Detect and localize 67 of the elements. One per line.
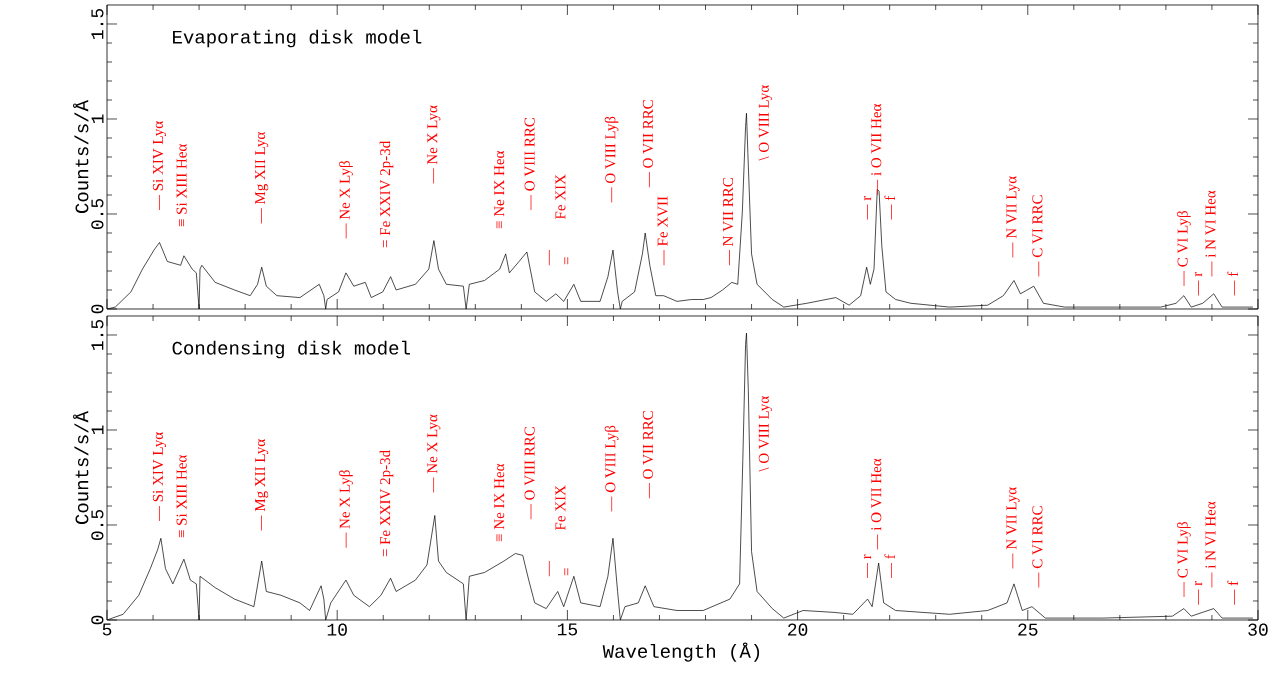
annotation: — O VII RRC (642, 411, 654, 499)
annotation: ≡ Si XIII Heα (176, 144, 187, 227)
annotation: — f (1227, 580, 1238, 605)
annotation: — O VIII Lyβ (604, 425, 619, 512)
annotation: — r (864, 195, 872, 220)
x-tick-label: 25 (1018, 623, 1038, 636)
y-tick-label: 1 (91, 114, 104, 124)
annotation: — O VIII RRC (524, 117, 535, 211)
y-tick-label: 0.5 (91, 198, 104, 230)
annotation: — C VI Lyβ (1176, 211, 1191, 287)
annotation: — N VII Lyα (1006, 487, 1020, 569)
annotation: — Ne X Lyα (427, 105, 441, 184)
annotation: — N VII RRC (722, 178, 734, 266)
annotation: — Si XIV Lyα (152, 432, 167, 522)
x-tick-label: 5 (102, 623, 112, 636)
annotation: Fe XIX (555, 174, 566, 220)
annotation: — r (1195, 580, 1203, 605)
annotation: ≡ Ne IX Heα (494, 150, 505, 229)
annotation: — (548, 249, 550, 266)
x-tick-label: 15 (557, 623, 578, 636)
annotation: = (564, 257, 569, 265)
y-tick-label: 0 (91, 615, 104, 625)
annotation: = Fe XXIV 2p-3d (379, 450, 394, 557)
annotation: — O VII RRC (642, 100, 654, 188)
annotation: — i N VI Heα (1205, 501, 1216, 588)
annotation: ≡ Si XIII Heα (176, 455, 187, 538)
x-tick-label: 20 (788, 623, 808, 636)
annotation: — O VIII RRC (524, 427, 535, 520)
annotation: = Fe XXIV 2p-3d (379, 141, 394, 248)
annotation: — O VIII Lyβ (604, 116, 619, 203)
annotation: — C VI RRC (1032, 506, 1043, 588)
annotation: Fe XIX (555, 485, 566, 531)
annotation: — Ne X Lyβ (339, 470, 353, 548)
annotation: — Mg XII Lyα (255, 439, 269, 531)
annotation: — N VII Lyα (1006, 176, 1020, 258)
annotation: — Mg XII Lyα (255, 132, 269, 224)
annotation: — Ne X Lyβ (339, 161, 353, 239)
annotation: — i N VI Heα (1205, 190, 1216, 277)
annotation: — Fe XVII (657, 196, 668, 266)
annotation: — f (1227, 271, 1238, 296)
y-tick-label: 0.5 (91, 509, 104, 541)
annotation: — C VI Lyβ (1176, 522, 1191, 598)
y-tick-label: 1 (91, 425, 104, 435)
annotation: ≡ Ne IX Heα (494, 463, 505, 542)
x-tick-label: 30 (1248, 623, 1268, 636)
annotation: — C VI RRC (1032, 195, 1043, 277)
annotation: — Ne X Lyα (427, 414, 441, 493)
x-tick-label: 10 (327, 623, 347, 636)
y-tick-label: 1.5 (91, 319, 104, 350)
annotation: = (564, 568, 569, 576)
y-axis-title: Counts/s/Å (73, 411, 89, 524)
annotation: — f (884, 195, 895, 220)
annotation: — (548, 560, 550, 577)
annotation: \ O VIII Lyα (758, 85, 772, 161)
annotation: — r (1195, 271, 1203, 296)
annotation: — r (864, 554, 872, 579)
y-axis-title: Counts/s/Å (73, 100, 89, 213)
annotation: — f (884, 554, 895, 579)
annotation: — i O VII Heα (871, 103, 882, 195)
text: Condensing disk model (172, 340, 410, 359)
annotation: — Si XIV Lyα (152, 121, 167, 211)
y-tick-label: 1.5 (91, 8, 104, 39)
text: Evaporating disk model (173, 29, 422, 48)
y-tick-label: 0 (91, 304, 104, 314)
annotation: — i O VII Heα (871, 458, 882, 550)
annotation: \ O VIII Lyα (758, 396, 772, 472)
x-axis-title: Wavelength (Å) (602, 642, 760, 662)
